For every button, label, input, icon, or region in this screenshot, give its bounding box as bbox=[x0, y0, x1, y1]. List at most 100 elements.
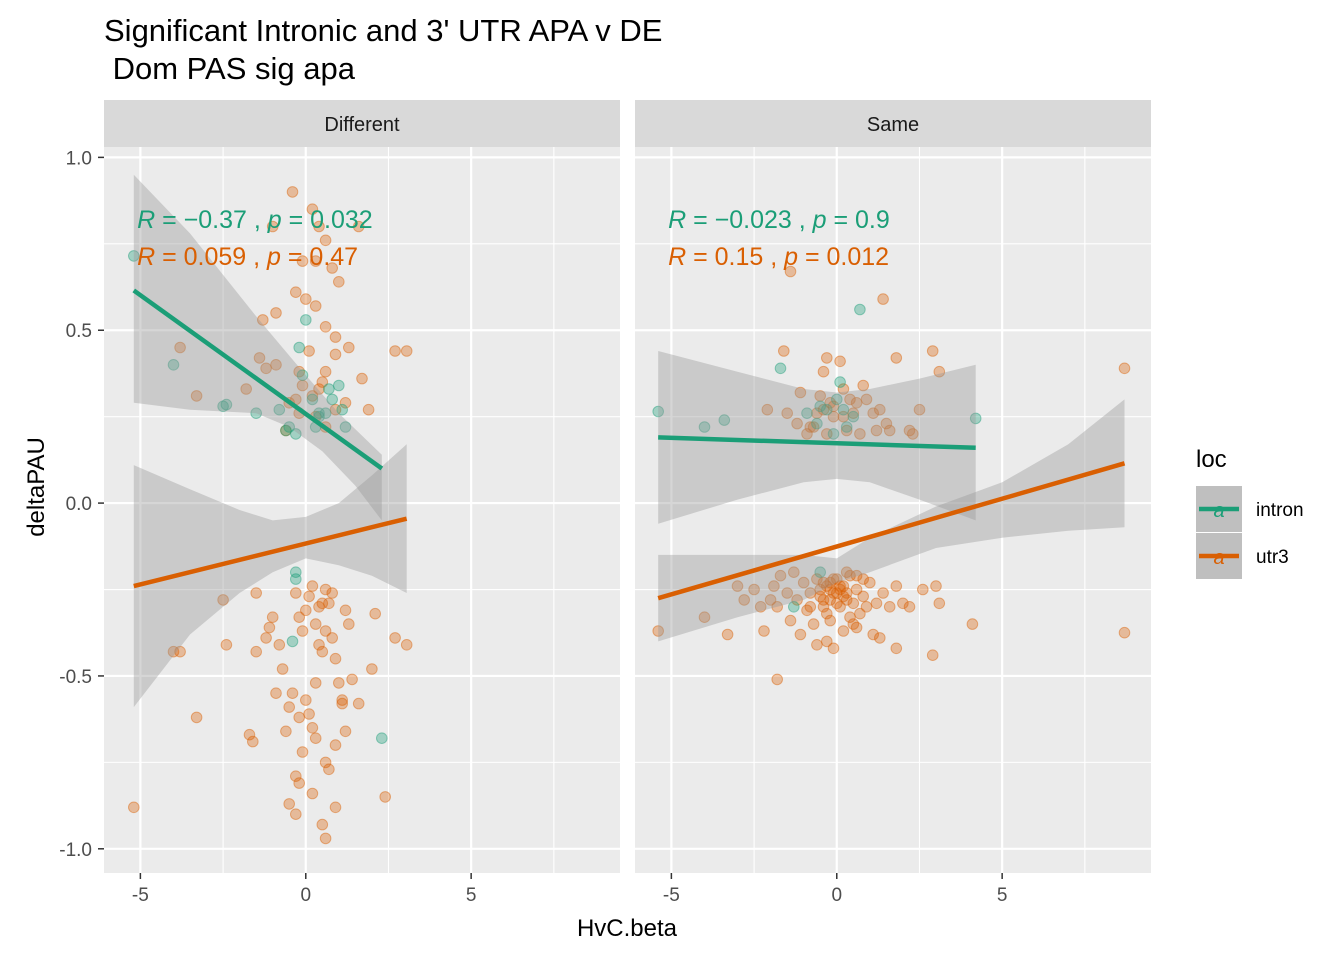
point-utr3 bbox=[300, 694, 312, 706]
point-utr3 bbox=[253, 352, 266, 364]
point-intron bbox=[814, 400, 827, 413]
point-intron bbox=[788, 601, 800, 613]
y-tick-label: 0.5 bbox=[66, 321, 92, 342]
point-utr3 bbox=[827, 573, 840, 585]
point-intron bbox=[339, 421, 352, 433]
point-utr3 bbox=[270, 687, 282, 700]
point-utr3 bbox=[804, 601, 817, 613]
stat-label-intron: R = −0.37 , p = 0.032 bbox=[137, 206, 373, 234]
point-utr3 bbox=[883, 424, 896, 437]
point-intron bbox=[290, 428, 302, 440]
point-utr3 bbox=[784, 265, 797, 278]
fit-line-intron bbox=[658, 435, 976, 451]
point-utr3 bbox=[300, 293, 312, 305]
fit-line-utr3 bbox=[657, 461, 1126, 601]
point-utr3 bbox=[290, 587, 302, 599]
stat-label-utr3: R = 0.15 , p = 0.012 bbox=[668, 243, 889, 271]
point-utr3 bbox=[309, 255, 322, 267]
stat-label-utr3: R = 0.059 , p = 0.47 bbox=[137, 243, 358, 271]
point-utr3 bbox=[824, 614, 837, 627]
point-utr3 bbox=[791, 594, 803, 606]
point-utr3 bbox=[771, 673, 784, 686]
point-utr3 bbox=[903, 601, 916, 613]
point-utr3 bbox=[260, 632, 272, 644]
legend-label: intron bbox=[1256, 500, 1304, 521]
point-utr3 bbox=[336, 697, 349, 710]
point-utr3 bbox=[369, 607, 382, 620]
point-utr3 bbox=[794, 628, 807, 641]
point-utr3 bbox=[850, 621, 863, 634]
panel-background bbox=[104, 147, 620, 873]
point-utr3 bbox=[847, 407, 860, 420]
point-utr3 bbox=[296, 625, 309, 637]
point-utr3 bbox=[788, 566, 800, 579]
point-utr3 bbox=[309, 732, 322, 745]
point-utr3 bbox=[326, 632, 339, 644]
point-utr3 bbox=[400, 639, 413, 651]
point-utr3 bbox=[817, 576, 830, 589]
point-utr3 bbox=[840, 587, 853, 599]
point-utr3 bbox=[286, 186, 299, 198]
point-utr3 bbox=[821, 607, 833, 620]
point-utr3 bbox=[781, 407, 794, 420]
point-utr3 bbox=[811, 573, 823, 585]
point-utr3 bbox=[316, 818, 329, 831]
y-tick-label: -0.5 bbox=[59, 667, 92, 688]
point-utr3 bbox=[283, 701, 296, 713]
legend-title: loc bbox=[1196, 446, 1227, 473]
point-utr3 bbox=[774, 569, 787, 582]
legend-key-glyph: a bbox=[1213, 500, 1224, 522]
point-utr3 bbox=[874, 403, 886, 416]
point-utr3 bbox=[379, 791, 392, 803]
point-utr3 bbox=[652, 625, 665, 637]
stat-label-intron: R = −0.023 , p = 0.9 bbox=[668, 206, 890, 234]
point-utr3 bbox=[850, 397, 863, 409]
point-intron bbox=[774, 362, 787, 375]
point-utr3 bbox=[270, 307, 282, 319]
chart-title-line1: Significant Intronic and 3' UTR APA v DE bbox=[104, 13, 662, 48]
point-intron bbox=[698, 421, 711, 433]
panel-background bbox=[635, 147, 1151, 873]
point-utr3 bbox=[316, 376, 329, 388]
point-utr3 bbox=[286, 687, 299, 700]
point-utr3 bbox=[319, 321, 332, 333]
point-utr3 bbox=[190, 390, 203, 402]
plot-area bbox=[128, 174, 413, 845]
point-utr3 bbox=[293, 365, 306, 378]
point-utr3 bbox=[336, 694, 349, 706]
point-intron bbox=[821, 403, 833, 416]
confidence-ribbon-utr3 bbox=[133, 444, 407, 708]
point-utr3 bbox=[1118, 362, 1131, 375]
point-utr3 bbox=[827, 587, 840, 599]
point-intron bbox=[827, 428, 840, 440]
point-utr3 bbox=[290, 286, 302, 299]
point-utr3 bbox=[190, 711, 203, 724]
point-utr3 bbox=[771, 601, 784, 613]
confidence-ribbon-intron bbox=[133, 174, 382, 521]
point-utr3 bbox=[306, 203, 319, 215]
point-utr3 bbox=[220, 639, 233, 651]
point-utr3 bbox=[309, 677, 322, 689]
point-utr3 bbox=[844, 569, 856, 582]
point-utr3 bbox=[831, 573, 843, 585]
x-tick-label: 5 bbox=[997, 885, 1008, 906]
point-utr3 bbox=[768, 580, 780, 592]
point-utr3 bbox=[870, 597, 883, 610]
point-utr3 bbox=[807, 421, 820, 433]
point-utr3 bbox=[857, 573, 870, 585]
point-utr3 bbox=[827, 642, 840, 655]
point-utr3 bbox=[933, 365, 946, 378]
point-utr3 bbox=[276, 663, 289, 675]
point-intron bbox=[220, 398, 233, 411]
point-utr3 bbox=[319, 756, 332, 769]
point-utr3 bbox=[807, 618, 820, 630]
gridlines bbox=[635, 147, 1151, 873]
point-utr3 bbox=[319, 625, 332, 637]
point-utr3 bbox=[850, 583, 863, 596]
point-utr3 bbox=[761, 403, 774, 416]
point-utr3 bbox=[834, 355, 846, 368]
point-utr3 bbox=[266, 611, 279, 624]
point-intron bbox=[290, 566, 302, 579]
point-utr3 bbox=[316, 645, 329, 658]
